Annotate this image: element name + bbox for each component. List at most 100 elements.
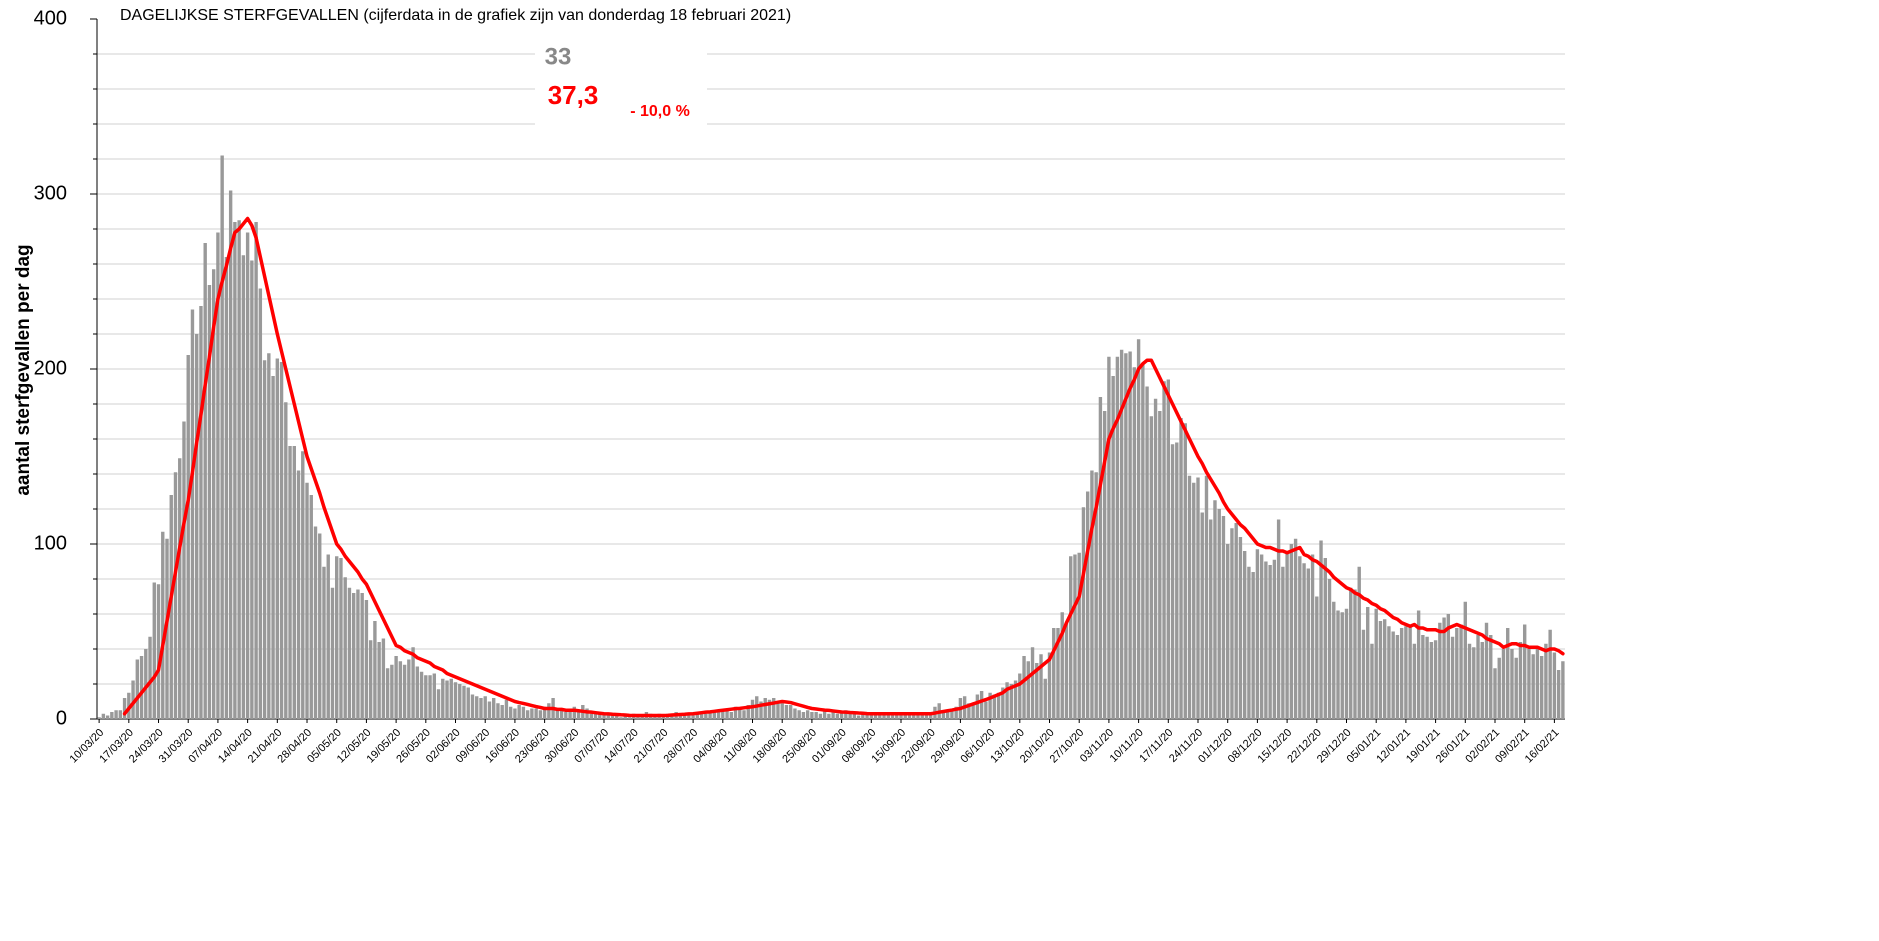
bar <box>487 701 492 719</box>
bar <box>576 712 581 719</box>
bar <box>1170 444 1175 719</box>
bar <box>441 678 445 719</box>
bar <box>763 698 767 719</box>
bar <box>313 526 318 719</box>
bar <box>1162 381 1166 719</box>
bar <box>195 334 199 719</box>
bar <box>865 713 869 719</box>
bar <box>262 360 267 719</box>
bar <box>237 220 241 719</box>
bar <box>1391 631 1395 719</box>
bar <box>954 706 958 719</box>
bar <box>228 190 233 719</box>
bar <box>1412 643 1417 719</box>
bar <box>1259 554 1264 719</box>
bar <box>1332 601 1336 719</box>
bar <box>678 715 683 719</box>
bar <box>1132 367 1137 719</box>
bar <box>691 715 695 719</box>
bar <box>1387 626 1391 719</box>
bar <box>1522 624 1527 719</box>
bar <box>339 558 343 719</box>
bar <box>330 587 335 719</box>
bar <box>704 713 708 719</box>
bar <box>619 717 623 719</box>
bar <box>241 255 246 719</box>
bar <box>377 642 381 719</box>
bar <box>517 705 521 719</box>
bar <box>296 470 301 719</box>
bar <box>428 675 432 719</box>
bar <box>975 694 980 719</box>
bar <box>1366 607 1370 719</box>
bar <box>945 710 950 719</box>
bar <box>1102 411 1107 719</box>
bar <box>1527 649 1531 719</box>
bar <box>139 656 144 719</box>
bar <box>1302 563 1306 719</box>
bar <box>1242 551 1247 719</box>
bar <box>1009 684 1014 719</box>
bar <box>542 706 547 719</box>
bar <box>190 309 195 719</box>
bar <box>538 710 543 719</box>
bar <box>470 694 475 719</box>
bar <box>856 715 861 719</box>
bar <box>1497 657 1501 719</box>
bar <box>627 717 632 719</box>
bar <box>1501 649 1506 719</box>
bar <box>1018 673 1022 719</box>
bar <box>844 710 848 719</box>
bar <box>721 710 725 719</box>
bar <box>1064 622 1069 719</box>
bar <box>572 706 577 719</box>
annotation-average: 37,3 <box>548 80 599 110</box>
bar <box>1276 519 1281 719</box>
bar <box>1370 643 1374 719</box>
bar <box>797 710 801 719</box>
bar <box>445 680 449 719</box>
bar <box>1561 661 1565 719</box>
bar <box>750 699 755 719</box>
bar <box>776 701 780 719</box>
bar <box>322 566 326 719</box>
bar <box>1115 356 1120 719</box>
bar <box>772 698 776 719</box>
bar <box>1217 509 1221 719</box>
bar <box>967 703 971 719</box>
bar <box>534 708 538 719</box>
bar <box>1077 552 1081 719</box>
bar <box>271 376 275 719</box>
bar <box>1013 680 1018 719</box>
bar <box>818 713 823 719</box>
bar <box>1209 519 1213 719</box>
bar <box>890 715 895 719</box>
bar <box>602 713 606 719</box>
bar <box>988 692 992 719</box>
bar <box>156 584 161 719</box>
bar <box>152 582 156 719</box>
bar <box>1153 398 1158 719</box>
bar <box>1035 663 1039 719</box>
bar <box>1128 351 1132 719</box>
bar <box>462 685 466 719</box>
bar <box>1166 379 1170 719</box>
bar <box>805 710 810 719</box>
bar <box>182 421 186 719</box>
bar <box>1226 544 1230 719</box>
bar <box>496 703 500 719</box>
bar <box>1158 411 1162 719</box>
bar <box>793 708 797 719</box>
bar <box>1548 629 1552 719</box>
bar <box>585 708 589 719</box>
y-tick-label: 400 <box>34 7 67 29</box>
bar <box>822 710 827 719</box>
bar <box>687 713 691 719</box>
bar <box>1081 507 1086 719</box>
bar <box>335 556 339 719</box>
bar <box>1425 636 1429 719</box>
bar <box>525 710 530 719</box>
bar <box>1124 353 1128 719</box>
bar <box>114 710 118 719</box>
bar <box>1476 635 1480 719</box>
